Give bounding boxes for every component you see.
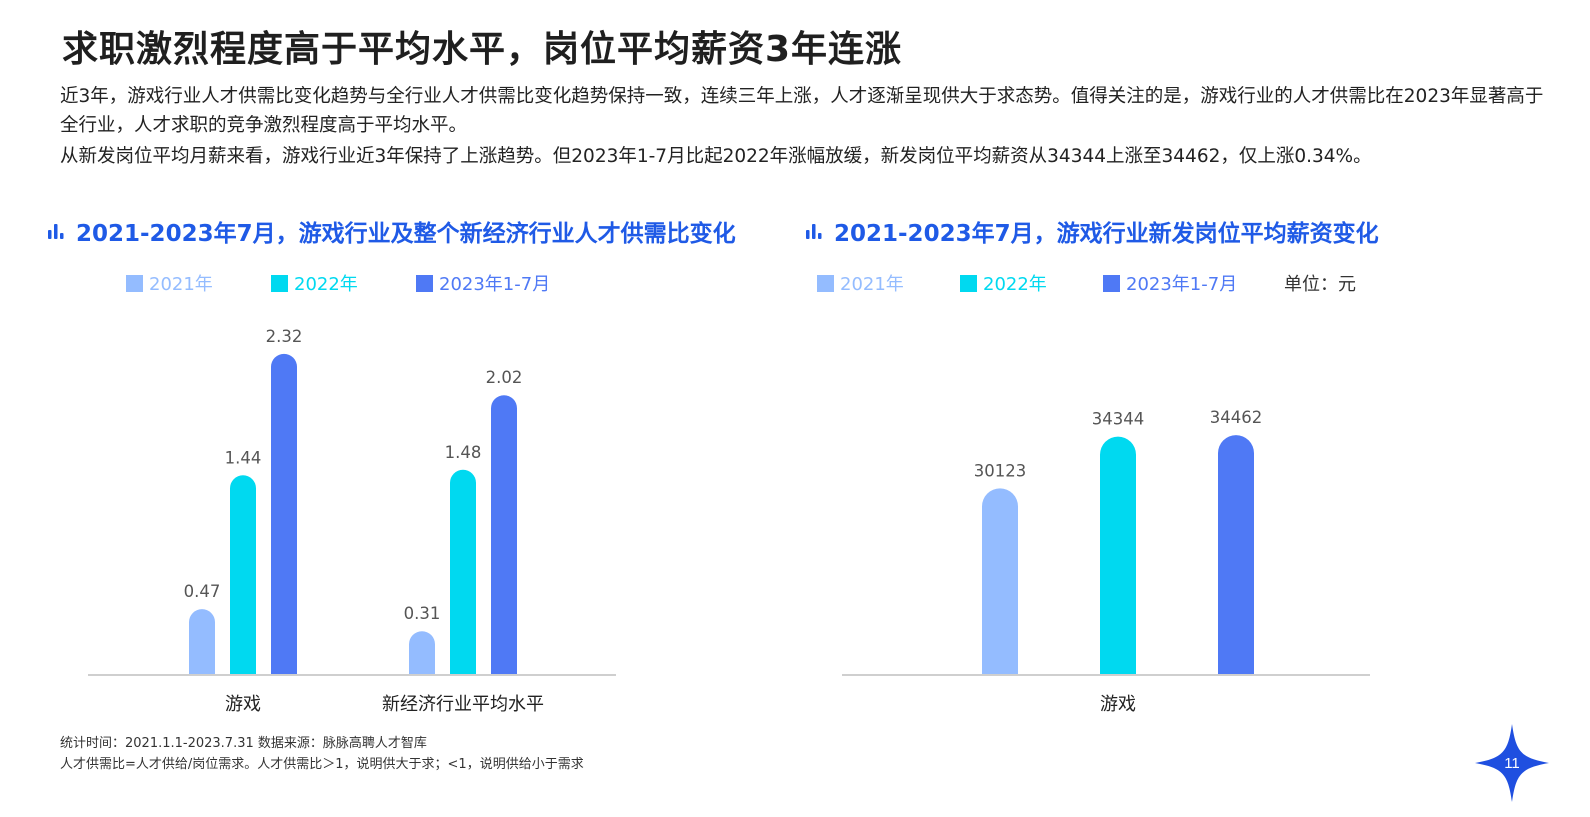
bar [1218, 435, 1254, 674]
page-number: 11 [1504, 754, 1520, 772]
bar-chart-icon [806, 224, 822, 239]
left-chart-heading: 2021-2023年7月，游戏行业及整个新经济行业人才供需比变化 [46, 214, 736, 248]
legend-swatch [126, 275, 143, 292]
intro-paragraph-1: 近3年，游戏行业人才供需比变化趋势与全行业人才供需比变化趋势保持一致，连续三年上… [60, 86, 1544, 136]
category-label: 游戏 [1100, 694, 1136, 715]
talent-ratio-chart: 2021年 2022年 2023年1-7月 0.47 1.44 2.32 游戏 0.31 1.4… [88, 274, 616, 715]
data-label: 0.31 [404, 604, 441, 623]
bar [409, 631, 435, 674]
legend-label: 2021年 [840, 274, 904, 295]
bar [982, 488, 1018, 674]
right-chart-heading: 2021-2023年7月，游戏行业新发岗位平均薪资变化 [804, 214, 1379, 248]
legend-swatch [960, 275, 977, 292]
legend-swatch [1103, 275, 1120, 292]
bar [450, 469, 476, 674]
legend-swatch [416, 275, 433, 292]
data-label: 0.47 [184, 582, 221, 601]
data-label: 1.48 [445, 443, 482, 462]
bar [189, 609, 215, 674]
data-label: 30123 [974, 461, 1027, 480]
legend-label: 2023年1-7月 [439, 274, 550, 295]
legend-swatch [271, 275, 288, 292]
unit-label: 单位：元 [1284, 274, 1356, 295]
data-label: 34344 [1092, 410, 1145, 429]
legend-label: 2021年 [149, 274, 213, 295]
legend-label: 2022年 [983, 274, 1047, 295]
category-label: 新经济行业平均水平 [382, 694, 544, 715]
bar [491, 395, 517, 674]
legend-label: 2022年 [294, 274, 358, 295]
star-badge-icon [1475, 724, 1549, 802]
data-label: 2.32 [266, 327, 303, 346]
data-label: 2.02 [486, 368, 523, 387]
page-title: 求职激烈程度高于平均水平，岗位平均薪资3年连涨 [62, 29, 903, 70]
footnote-definition: 人才供需比=人才供给/岗位需求。人才供需比＞1，说明供大于求；<1，说明供给小于… [60, 757, 584, 772]
left-chart-title: 2021-2023年7月，游戏行业及整个新经济行业人才供需比变化 [76, 221, 736, 247]
intro-paragraph-2: 从新发岗位平均月薪来看，游戏行业近3年保持了上涨趋势。但2023年1-7月比起2… [60, 146, 1372, 167]
bar-chart-icon [48, 224, 64, 239]
data-label: 34462 [1210, 408, 1263, 427]
right-chart-title: 2021-2023年7月，游戏行业新发岗位平均薪资变化 [834, 221, 1379, 247]
legend-label: 2023年1-7月 [1126, 274, 1237, 295]
legend-swatch [817, 275, 834, 292]
data-label: 1.44 [225, 448, 262, 467]
bar [1100, 436, 1136, 674]
footnote-source: 统计时间：2021.1.1-2023.7.31 数据来源：脉脉高聘人才智库 [60, 736, 427, 751]
bar [271, 353, 297, 674]
salary-chart: 2021年 2022年 2023年1-7月 单位：元 30123 34344 34462 游戏 [817, 274, 1370, 715]
category-label: 游戏 [225, 694, 261, 715]
bar [230, 475, 256, 674]
